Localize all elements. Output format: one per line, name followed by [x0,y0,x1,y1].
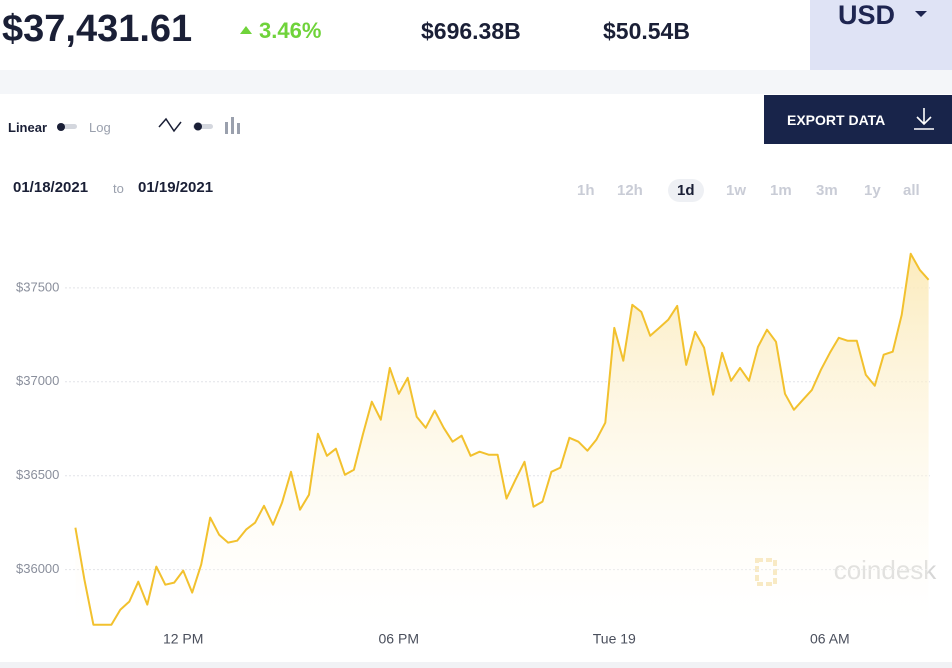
scale-linear[interactable]: Linear [8,120,48,135]
price-line [74,252,930,626]
bar-icon[interactable] [225,122,228,134]
download-icon [914,108,934,130]
currency-caret [915,11,927,17]
area-fill [75,253,929,627]
range-button[interactable]: 1w [726,182,747,199]
chart-type-controls[interactable] [158,116,244,136]
range-button[interactable]: 1y [864,182,881,199]
divider [0,70,952,94]
y-tick-label: $37000 [16,373,59,388]
line-icon[interactable] [158,117,182,133]
range-button[interactable]: all [903,182,920,199]
currency[interactable]: USD [838,0,896,30]
toggle-knob [194,122,202,131]
currency-bg [810,0,952,70]
x-tick-label: 12 PM [163,631,203,647]
volume: $50.54B [603,18,690,44]
y-tick-label: $36000 [16,561,59,576]
range-button[interactable]: 12h [617,182,643,199]
up-arrow [240,26,252,34]
price: $37,431.61 [2,8,193,50]
range-button[interactable]: 1m [770,182,792,199]
range-button[interactable]: 1h [577,182,595,199]
export-button[interactable]: EXPORT DATA [764,95,952,144]
toggle-knob [57,122,65,131]
range-button[interactable]: 3m [816,182,838,199]
date-separator: to [113,181,124,196]
export-label: EXPORT DATA [787,112,886,128]
x-tick-label: 06 PM [379,631,419,647]
y-tick-label: $37500 [16,279,59,294]
market-cap: $696.38B [421,18,521,44]
date-to[interactable]: 01/19/2021 [138,179,214,196]
date-from[interactable]: 01/18/2021 [13,179,89,196]
x-tick-label: Tue 19 [593,631,636,647]
bar-icon[interactable] [237,123,240,134]
bar-icon[interactable] [231,117,234,134]
y-tick-label: $36500 [16,467,59,482]
x-tick-label: 06 AM [810,631,850,647]
scale-log[interactable]: Log [89,120,111,135]
change: 3.46% [259,18,322,43]
footer-strip [0,662,952,668]
range-button[interactable]: 1d [668,179,704,202]
header-bg [0,0,952,70]
scale-toggle[interactable] [57,122,77,131]
